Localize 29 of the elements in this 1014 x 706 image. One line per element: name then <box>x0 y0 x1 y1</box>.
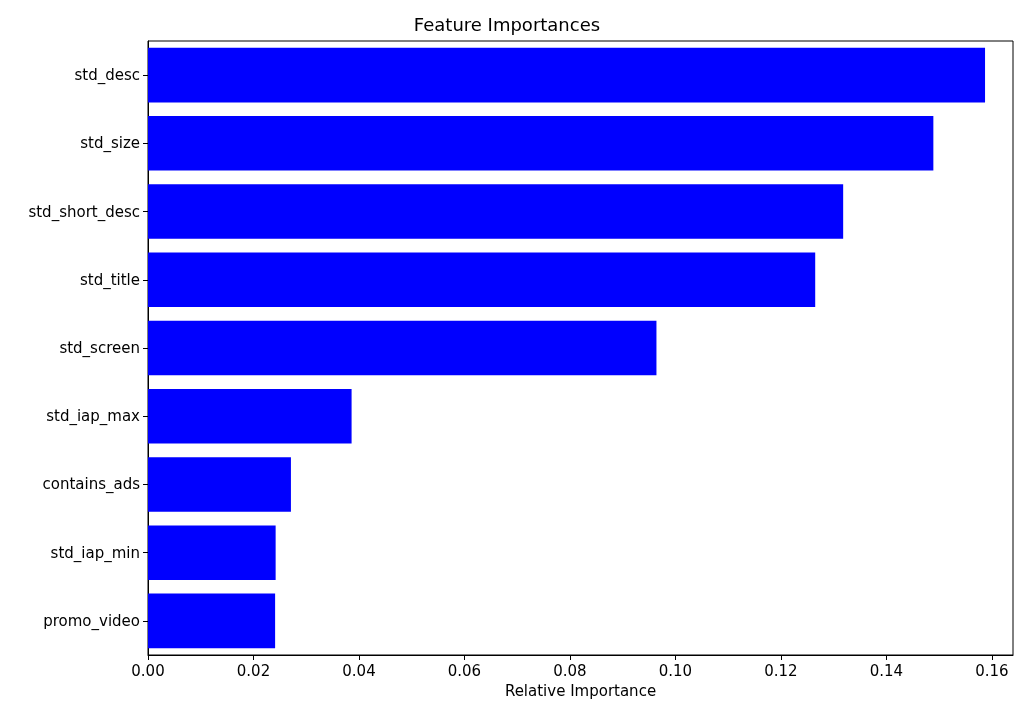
y-tick-label: promo_video <box>43 611 140 631</box>
y-tick-label: std_size <box>80 134 140 154</box>
x-tick-label: 0.08 <box>553 661 587 680</box>
x-tick-label: 0.04 <box>342 661 376 680</box>
bar <box>148 388 352 444</box>
y-tick-label: std_iap_max <box>46 407 141 427</box>
x-tick-label: 0.00 <box>131 661 165 680</box>
chart-title: Feature Importances <box>413 13 601 35</box>
y-tick-label: std_short_desc <box>28 202 140 222</box>
y-tick-label: std_iap_min <box>50 543 140 563</box>
x-tick-label: 0.12 <box>764 661 798 680</box>
bar <box>148 116 934 171</box>
y-tick-label: contains_ads <box>42 475 141 495</box>
x-tick-label: 0.10 <box>658 661 693 680</box>
y-tick-label: std_title <box>79 270 140 290</box>
bar <box>148 320 657 376</box>
bar <box>148 457 291 512</box>
y-tick-label: std_screen <box>59 339 140 358</box>
bar <box>148 47 986 103</box>
x-tick-label: 0.14 <box>869 661 904 680</box>
y-tick-label: std_desc <box>74 66 140 86</box>
bar <box>148 252 816 308</box>
x-tick-label: 0.02 <box>236 661 271 680</box>
x-axis-title: Relative Importance <box>504 681 657 700</box>
x-tick-label: 0.16 <box>975 661 1009 680</box>
bar <box>148 593 276 649</box>
bar <box>148 184 844 239</box>
bar <box>148 525 276 580</box>
x-tick-label: 0.06 <box>447 661 482 680</box>
